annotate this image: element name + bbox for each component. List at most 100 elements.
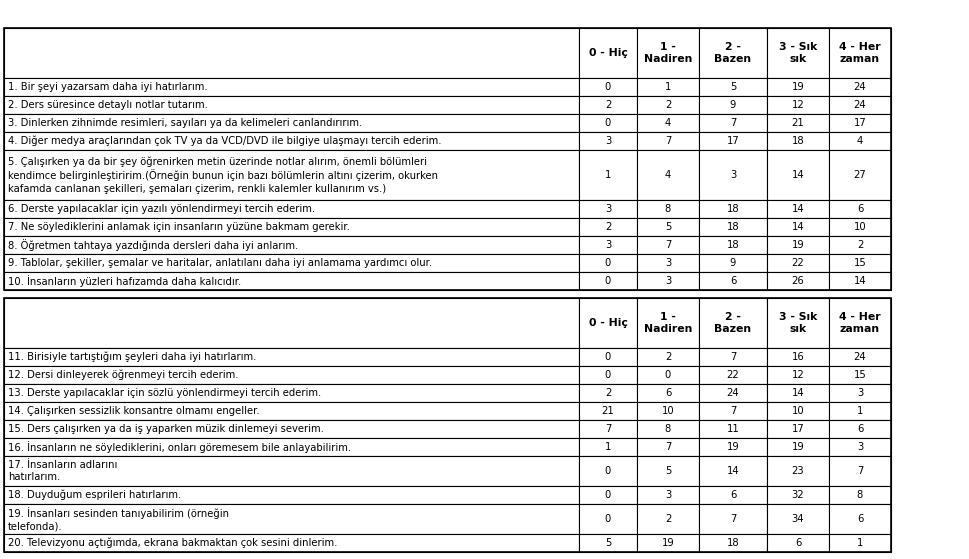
Text: 18: 18 xyxy=(727,240,739,250)
Bar xyxy=(829,298,891,348)
Text: 24: 24 xyxy=(854,352,866,362)
Text: 6: 6 xyxy=(857,424,863,434)
Text: 5: 5 xyxy=(605,538,611,548)
Text: 6: 6 xyxy=(730,276,736,286)
Bar xyxy=(829,78,891,96)
Bar xyxy=(579,384,637,402)
Text: 26: 26 xyxy=(792,276,804,286)
Bar xyxy=(829,348,891,366)
Bar xyxy=(767,298,829,348)
Text: 9: 9 xyxy=(730,258,736,268)
Text: 3: 3 xyxy=(665,258,672,268)
Bar xyxy=(4,28,579,78)
Bar xyxy=(579,504,637,534)
Text: 14: 14 xyxy=(792,204,804,214)
Bar xyxy=(579,456,637,486)
Bar xyxy=(767,384,829,402)
Bar xyxy=(637,254,699,272)
Bar xyxy=(829,200,891,218)
Text: 5: 5 xyxy=(730,82,736,92)
Text: 8: 8 xyxy=(665,204,672,214)
Bar xyxy=(637,504,699,534)
Text: 21: 21 xyxy=(792,118,804,128)
Text: 18. Duyduğum esprileri hatırlarım.: 18. Duyduğum esprileri hatırlarım. xyxy=(8,490,181,500)
Bar xyxy=(767,402,829,420)
Text: 18: 18 xyxy=(727,222,739,232)
Text: 3: 3 xyxy=(857,388,863,398)
Text: 7: 7 xyxy=(730,352,736,362)
Text: 4. Diğer medya araçlarından çok TV ya da VCD/DVD ile bilgiye ulaşmayı tercih ede: 4. Diğer medya araçlarından çok TV ya da… xyxy=(8,136,442,146)
Bar xyxy=(699,486,767,504)
Bar xyxy=(767,28,829,78)
Text: 19. İnsanları sesinden tanıyabilirim (örneğin
telefonda).: 19. İnsanları sesinden tanıyabilirim (ör… xyxy=(8,507,229,531)
Text: 27: 27 xyxy=(854,170,866,180)
Text: 1: 1 xyxy=(605,442,611,452)
Bar xyxy=(699,366,767,384)
Text: 10: 10 xyxy=(792,406,804,416)
Bar xyxy=(699,272,767,290)
Bar xyxy=(4,348,579,366)
Text: 7: 7 xyxy=(665,136,672,146)
Text: 0: 0 xyxy=(605,514,611,524)
Text: 3: 3 xyxy=(857,442,863,452)
Bar xyxy=(637,420,699,438)
Text: 3: 3 xyxy=(665,276,672,286)
Text: 4: 4 xyxy=(665,170,672,180)
Text: 4 - Her
zaman: 4 - Her zaman xyxy=(839,42,881,64)
Text: 19: 19 xyxy=(792,240,804,250)
Bar xyxy=(637,438,699,456)
Bar xyxy=(579,486,637,504)
Bar xyxy=(4,28,891,290)
Bar xyxy=(767,96,829,114)
Bar xyxy=(767,150,829,200)
Bar xyxy=(4,132,579,150)
Bar xyxy=(637,114,699,132)
Bar xyxy=(829,456,891,486)
Bar xyxy=(637,200,699,218)
Text: 8: 8 xyxy=(857,490,863,500)
Text: 2: 2 xyxy=(665,352,672,362)
Text: 5: 5 xyxy=(665,466,672,476)
Text: 6: 6 xyxy=(857,514,863,524)
Bar xyxy=(637,236,699,254)
Text: 21: 21 xyxy=(602,406,614,416)
Text: 7: 7 xyxy=(730,406,736,416)
Bar xyxy=(4,272,579,290)
Text: 2 -
Bazen: 2 - Bazen xyxy=(714,42,752,64)
Bar xyxy=(699,28,767,78)
Bar xyxy=(637,132,699,150)
Bar xyxy=(637,150,699,200)
Bar xyxy=(4,384,579,402)
Bar xyxy=(699,534,767,552)
Text: 2: 2 xyxy=(605,222,611,232)
Text: 17: 17 xyxy=(727,136,739,146)
Text: 0: 0 xyxy=(605,490,611,500)
Bar xyxy=(699,438,767,456)
Bar xyxy=(579,150,637,200)
Text: 2 -
Bazen: 2 - Bazen xyxy=(714,312,752,334)
Text: 20. Televizyonu açtığımda, ekrana bakmaktan çok sesini dinlerim.: 20. Televizyonu açtığımda, ekrana bakmak… xyxy=(8,538,337,548)
Text: 7: 7 xyxy=(857,466,863,476)
Bar xyxy=(4,114,579,132)
Text: 6: 6 xyxy=(795,538,801,548)
Bar xyxy=(767,348,829,366)
Bar xyxy=(767,78,829,96)
Text: 7. Ne söylediklerini anlamak için insanların yüzüne bakmam gerekir.: 7. Ne söylediklerini anlamak için insanl… xyxy=(8,222,350,232)
Bar xyxy=(579,200,637,218)
Text: 15: 15 xyxy=(854,370,866,380)
Text: 7: 7 xyxy=(665,442,672,452)
Text: 24: 24 xyxy=(854,82,866,92)
Text: 0: 0 xyxy=(605,118,611,128)
Bar xyxy=(767,438,829,456)
Bar xyxy=(767,218,829,236)
Bar xyxy=(579,78,637,96)
Text: 3: 3 xyxy=(605,240,611,250)
Bar xyxy=(637,298,699,348)
Bar xyxy=(699,254,767,272)
Text: 9: 9 xyxy=(730,100,736,110)
Text: 3 - Sık
sık: 3 - Sık sık xyxy=(779,312,817,334)
Bar xyxy=(829,218,891,236)
Bar xyxy=(637,534,699,552)
Bar xyxy=(699,420,767,438)
Bar xyxy=(699,504,767,534)
